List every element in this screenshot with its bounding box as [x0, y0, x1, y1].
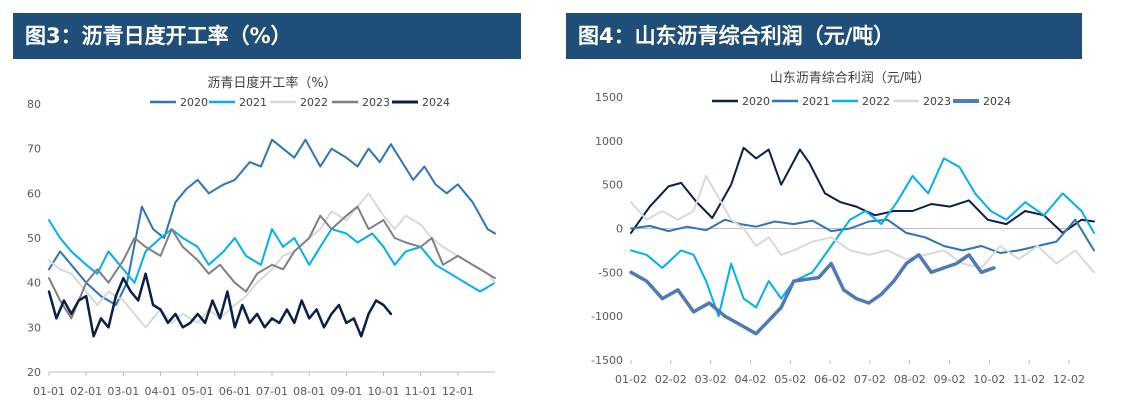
legend-label-2024: 2024	[422, 96, 450, 109]
x-tick-label: 04-01	[145, 385, 177, 398]
y-tick-label: -1500	[591, 354, 623, 367]
panel-header: 图4：山东沥青综合利润（元/吨）	[566, 13, 1082, 59]
y-tick-label: 1500	[595, 91, 623, 104]
x-tick-label: 08-02	[894, 373, 926, 386]
series-line-2024	[47, 272, 393, 338]
legend-label-2022: 2022	[862, 95, 890, 108]
series-line-2021	[48, 219, 496, 293]
y-tick-label: 50	[27, 232, 41, 245]
x-tick-label: 06-01	[219, 385, 251, 398]
series-line-2023	[630, 174, 1095, 274]
panel-operating-rate: 图3：沥青日度开工率（%） 沥青日度开工率（%） 20 30 40 50 60 70 80 01…	[0, 0, 560, 411]
series-line-2022	[48, 192, 496, 329]
chart-title: 山东沥青综合利润（元/吨）	[770, 71, 930, 86]
x-tick-label: 01-02	[615, 373, 647, 386]
legend-label-2021: 2021	[802, 95, 830, 108]
legend-label-2020: 2020	[742, 95, 770, 108]
legend-label-2024: 2024	[983, 95, 1011, 108]
series-line-2020	[48, 138, 496, 306]
x-tick-label: 06-02	[814, 373, 846, 386]
series-line-2021	[630, 218, 1095, 254]
series-line-2022	[630, 157, 1095, 318]
x-tick-label: 05-02	[774, 373, 806, 386]
series-line-2020	[630, 146, 1095, 234]
x-tick-label: 02-01	[70, 385, 102, 398]
x-tick-label: 12-02	[1053, 373, 1085, 386]
panel-shandong-profit: 图4：山东沥青综合利润（元/吨） 山东沥青综合利润（元/吨） -1500 -1000…	[560, 0, 1132, 411]
series-line-2023	[48, 205, 496, 320]
panel-header: 图3：沥青日度开工率（%）	[13, 13, 521, 59]
y-tick-label: -1000	[591, 310, 623, 323]
x-tick-label: 11-02	[1013, 373, 1045, 386]
x-tick-label: 07-02	[854, 373, 886, 386]
y-tick-label: 20	[27, 366, 41, 379]
x-tick-label: 08-01	[293, 385, 325, 398]
chart-title: 沥青日度开工率（%）	[207, 75, 336, 91]
x-tick-label: 05-01	[182, 385, 214, 398]
x-tick-label: 09-02	[934, 373, 966, 386]
y-tick-label: 0	[616, 223, 623, 236]
legend-label-2023: 2023	[362, 96, 390, 109]
x-tick-label: 10-01	[368, 385, 400, 398]
x-tick-label: 02-02	[655, 373, 687, 386]
x-tick-label: 07-01	[256, 385, 288, 398]
legend-label-2023: 2023	[923, 95, 951, 108]
line-chart-operating-rate: 沥青日度开工率（%） 20 30 40 50 60 70 80 01-01 02-01 03-01 0…	[27, 75, 496, 398]
x-tick-label: 03-01	[107, 385, 139, 398]
y-tick-label: 500	[602, 179, 623, 192]
legend-label-2022: 2022	[300, 96, 328, 109]
y-tick-label: 30	[27, 321, 41, 334]
legend-label-2021: 2021	[239, 96, 267, 109]
x-tick-label: 12-01	[442, 385, 474, 398]
y-tick-label: 40	[27, 277, 41, 290]
x-tick-label: 11-01	[405, 385, 437, 398]
y-tick-label: 80	[27, 98, 41, 111]
line-chart-shandong-profit: 山东沥青综合利润（元/吨） -1500 -1000 -500 0 500 1000 1500 0…	[591, 71, 1095, 386]
y-tick-label: -500	[598, 266, 623, 279]
y-tick-label: 60	[27, 187, 41, 200]
x-tick-label: 10-02	[973, 373, 1005, 386]
x-tick-label: 03-02	[695, 373, 727, 386]
series-line-2024	[629, 253, 996, 336]
y-tick-label: 1000	[595, 135, 623, 148]
x-tick-label: 01-01	[33, 385, 65, 398]
x-tick-label: 09-01	[330, 385, 362, 398]
x-tick-label: 04-02	[734, 373, 766, 386]
legend-label-2020: 2020	[180, 96, 208, 109]
y-tick-label: 70	[27, 143, 41, 156]
